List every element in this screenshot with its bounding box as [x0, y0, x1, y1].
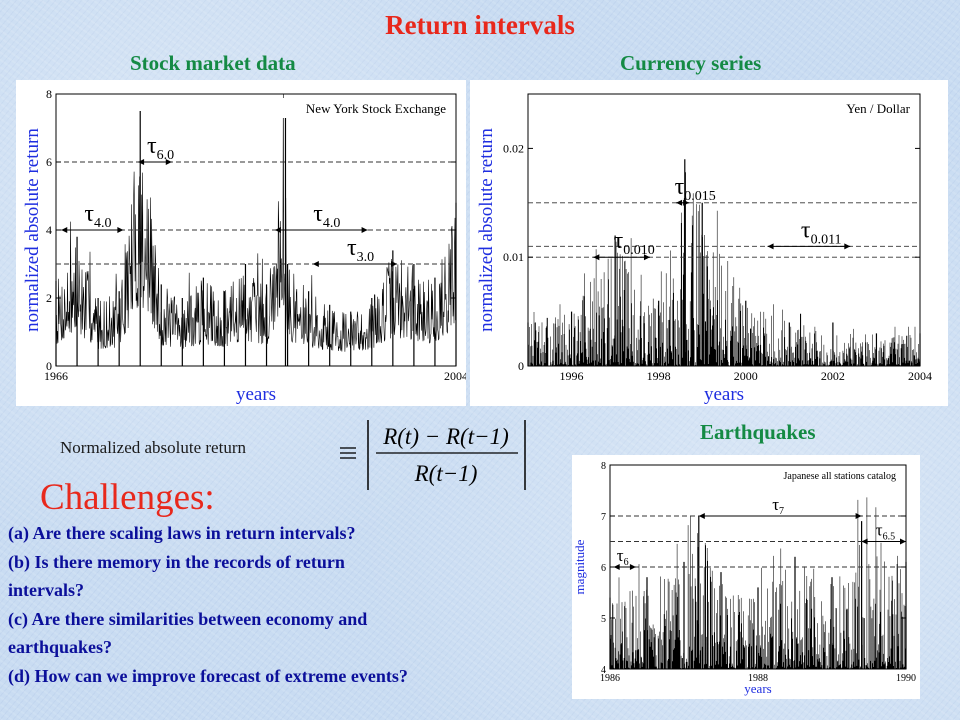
series-spikes — [527, 172, 921, 366]
arrow-head — [861, 538, 868, 545]
annotation-label: τ0.011 — [801, 217, 842, 247]
arrow-head — [138, 159, 145, 165]
arrow-head — [698, 513, 705, 519]
arrow-head — [391, 261, 398, 267]
question-b-cont: intervals? — [8, 580, 84, 600]
x-tick-label: 2004 — [444, 369, 466, 383]
annotation-label: τ6.0 — [147, 133, 174, 163]
annotation-label: τ6 — [617, 546, 629, 568]
arrow-head — [900, 538, 906, 545]
y-axis-label: normalized absolute return — [476, 128, 497, 332]
chart-earthquakes: 4 5 6 7 8 1986 1988 1990 τ7 τ6.5 τ6 Japanese all st… — [572, 461, 916, 696]
formula-graphic: R(t) − R(t−1) R(t−1) — [340, 420, 526, 490]
y-tick-label: 8 — [601, 461, 606, 472]
x-axis-label: years — [704, 384, 744, 405]
x-tick-label: 1996 — [560, 369, 584, 383]
arrow-head — [593, 254, 600, 261]
y-tick-label: 5 — [601, 614, 606, 625]
x-axis-label: years — [236, 384, 276, 405]
subtitle-earthquakes: Earthquakes — [700, 420, 816, 444]
arrow-head — [613, 564, 620, 570]
chart-stock: 0 2 4 6 8 1966 2004 τ6.0 τ4.0 τ4.0 τ3.0 New York St… — [22, 87, 468, 405]
annotation-label: τ4.0 — [313, 201, 340, 231]
y-tick-label: 0 — [46, 359, 52, 373]
panel-currency: 0 0.01 0.02 1996 1998 2000 2002 2004 τ0.010 τ0.01… — [470, 80, 948, 406]
inset-label-bg — [812, 98, 916, 118]
x-axis-label: years — [744, 681, 771, 696]
panel-earthquakes: 4 5 6 7 8 1986 1988 1990 τ7 τ6.5 τ6 Japanese all st… — [572, 455, 920, 699]
annotation-label: τ0.015 — [675, 174, 716, 204]
arrow-head — [312, 261, 319, 267]
arrow-head — [844, 243, 851, 250]
annotation-label: τ3.0 — [347, 235, 374, 265]
series-trace — [55, 93, 457, 352]
formula-denominator: R(t−1) — [414, 461, 478, 486]
arrow-head — [643, 254, 650, 261]
arrow-head — [61, 227, 68, 233]
x-tick-label: 2004 — [908, 369, 932, 383]
y-axis-label: magnitude — [572, 539, 587, 594]
y-tick-label: 8 — [46, 87, 52, 101]
panel-stock: 0 2 4 6 8 1966 2004 τ6.0 τ4.0 τ4.0 τ3.0 New York St… — [16, 80, 468, 406]
y-tick-label: 7 — [601, 512, 606, 523]
arrow-head — [165, 159, 172, 165]
arrow-head — [855, 513, 862, 519]
plot-frame — [527, 93, 921, 367]
x-tick-label: 2000 — [734, 369, 758, 383]
x-tick-label: 1998 — [647, 369, 671, 383]
subtitle-stock: Stock market data — [130, 51, 296, 75]
arrow-head — [274, 227, 281, 233]
y-tick-label: 4 — [46, 223, 52, 237]
inset-label-bg — [265, 98, 452, 118]
arrow-head — [676, 199, 683, 206]
inset-label-box: Japanese all stations catalog — [727, 469, 902, 483]
question-a: (a) Are there scaling laws in return int… — [8, 523, 356, 543]
x-tick-label: 2002 — [821, 369, 845, 383]
x-tick-label: 1988 — [748, 673, 768, 684]
data-series — [527, 159, 921, 366]
slide-title: Return intervals — [385, 10, 575, 40]
y-tick-label: 6 — [601, 563, 606, 574]
y-tick-label: 0 — [518, 359, 524, 373]
inset-label: New York Stock Exchange — [306, 101, 446, 116]
equiv-symbol — [340, 447, 356, 459]
annotation-label: τ6.5 — [876, 521, 895, 543]
question-c-cont: earthquakes? — [8, 637, 113, 657]
arrow-head — [767, 243, 774, 250]
question-c: (c) Are there similarities between econo… — [8, 609, 368, 629]
data-series — [55, 93, 457, 366]
data-series — [609, 497, 907, 669]
formula-numerator: R(t) − R(t−1) — [382, 424, 509, 449]
inset-label-box: Yen / Dollar — [812, 98, 916, 118]
x-tick-label: 1986 — [600, 673, 620, 684]
inset-label-box: New York Stock Exchange — [265, 98, 452, 118]
subtitle-currency: Currency series — [620, 51, 762, 75]
arrow-head — [361, 227, 368, 233]
arrow-head — [683, 199, 690, 206]
question-b: (b) Is there memory in the records of re… — [8, 552, 345, 572]
annotation-label: τ0.010 — [614, 228, 655, 258]
annotation-label: τ4.0 — [84, 201, 111, 231]
inset-label: Yen / Dollar — [846, 101, 910, 116]
challenges-title: Challenges: — [40, 477, 215, 518]
formula: R(t) − R(t−1) R(t−1) — [338, 418, 538, 501]
arrow-head — [629, 564, 636, 570]
chart-currency: 0 0.01 0.02 1996 1998 2000 2002 2004 τ0.010 τ0.01… — [476, 93, 932, 405]
question-d: (d) How can we improve forecast of extre… — [8, 666, 408, 686]
y-tick-label: 6 — [46, 155, 52, 169]
y-tick-label: 4 — [601, 665, 606, 676]
arrow-head — [117, 227, 124, 233]
formula-label: Normalized absolute return — [60, 438, 246, 457]
y-tick-label: 2 — [46, 291, 52, 305]
y-tick-label: 0.01 — [503, 250, 524, 264]
inset-label: Japanese all stations catalog — [784, 471, 896, 482]
y-tick-label: 0.02 — [503, 141, 524, 155]
inset-label-bg — [727, 469, 902, 483]
annotation-label: τ7 — [772, 495, 784, 517]
y-axis-label: normalized absolute return — [22, 128, 43, 332]
x-tick-label: 1966 — [44, 369, 68, 383]
x-tick-label: 1990 — [896, 673, 916, 684]
